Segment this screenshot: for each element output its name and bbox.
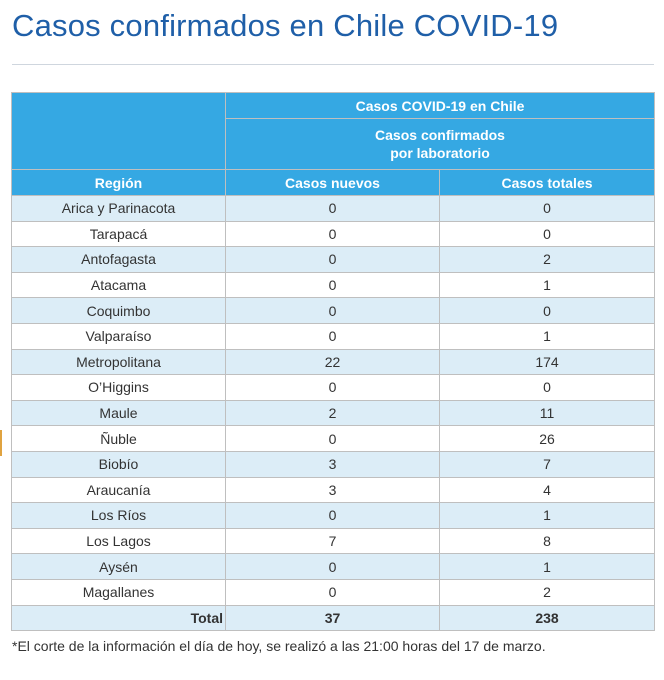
table-row: Ñuble 0 26	[11, 425, 656, 452]
total-cases-cell: 1	[438, 271, 656, 299]
region-cell: O’Higgins	[11, 374, 226, 401]
total-new-cases: 37	[225, 604, 440, 631]
table-row: Magallanes 0 2	[11, 578, 656, 606]
new-cases-cell: 0	[225, 220, 440, 248]
region-cell: Biobío	[11, 450, 226, 478]
table-row: Araucanía 3 4	[11, 476, 656, 504]
table-row: O’Higgins 0 0	[11, 374, 656, 401]
total-cases-cell: 1	[438, 553, 656, 580]
total-cases-cell: 1	[438, 502, 656, 529]
title-divider	[12, 64, 654, 65]
table-row: Los Ríos 0 1	[11, 502, 656, 529]
total-cases-cell: 174	[438, 348, 656, 376]
region-cell: Antofagasta	[11, 246, 226, 273]
column-header-region: Región	[11, 169, 226, 196]
column-header-new-cases: Casos nuevos	[225, 169, 440, 196]
new-cases-cell: 3	[225, 476, 440, 504]
table-row: Coquimbo 0 0	[11, 297, 656, 324]
total-cases-cell: 0	[438, 220, 656, 248]
new-cases-cell: 0	[225, 553, 440, 580]
covid-cases-table: Casos COVID-19 en Chile Casos confirmado…	[11, 92, 656, 631]
total-total-cases: 238	[438, 604, 656, 631]
total-cases-cell: 11	[438, 399, 656, 427]
new-cases-cell: 0	[225, 374, 440, 401]
region-cell: Ñuble	[11, 425, 226, 452]
sub-header-line1: Casos confirmados	[375, 127, 505, 143]
sub-header: Casos confirmados por laboratorio	[224, 118, 656, 170]
new-cases-cell: 0	[225, 578, 440, 606]
table-row: Atacama 0 1	[11, 271, 656, 299]
new-cases-cell: 22	[225, 348, 440, 376]
total-cases-cell: 2	[438, 246, 656, 273]
table-row: Arica y Parinacota 0 0	[11, 195, 656, 222]
region-cell: Maule	[11, 399, 226, 427]
region-cell: Tarapacá	[11, 220, 226, 248]
edge-marker	[0, 430, 2, 456]
total-cases-cell: 0	[438, 374, 656, 401]
footnote: *El corte de la información el día de ho…	[12, 638, 546, 654]
region-cell: Los Lagos	[11, 527, 226, 555]
sub-header-line2: por laboratorio	[390, 145, 490, 161]
new-cases-cell: 0	[225, 297, 440, 324]
region-cell: Valparaíso	[11, 322, 226, 350]
new-cases-cell: 7	[225, 527, 440, 555]
table-row: Aysén 0 1	[11, 553, 656, 580]
table-row: Valparaíso 0 1	[11, 322, 656, 350]
total-cases-cell: 0	[438, 297, 656, 324]
table-row: Antofagasta 0 2	[11, 246, 656, 273]
page-title: Casos confirmados en Chile COVID-19	[12, 8, 559, 43]
new-cases-cell: 2	[225, 399, 440, 427]
table-row: Biobío 3 7	[11, 450, 656, 478]
region-cell: Coquimbo	[11, 297, 226, 324]
new-cases-cell: 0	[225, 195, 440, 222]
total-cases-cell: 1	[438, 322, 656, 350]
region-cell: Magallanes	[11, 578, 226, 606]
region-cell: Los Ríos	[11, 502, 226, 529]
total-cases-cell: 4	[438, 476, 656, 504]
new-cases-cell: 0	[225, 271, 440, 299]
region-cell: Aysén	[11, 553, 226, 580]
table-row: Metropolitana 22 174	[11, 348, 656, 376]
new-cases-cell: 3	[225, 450, 440, 478]
total-cases-cell: 7	[438, 450, 656, 478]
region-cell: Metropolitana	[11, 348, 226, 376]
total-cases-cell: 0	[438, 195, 656, 222]
new-cases-cell: 0	[225, 322, 440, 350]
column-header-total-cases: Casos totales	[438, 169, 656, 196]
region-cell: Atacama	[11, 271, 226, 299]
total-label: Total	[11, 604, 226, 631]
table-row: Tarapacá 0 0	[11, 220, 656, 248]
table-row: Los Lagos 7 8	[11, 527, 656, 555]
region-cell: Arica y Parinacota	[11, 195, 226, 222]
table-row: Maule 2 11	[11, 399, 656, 427]
total-row: Total 37 238	[11, 604, 656, 631]
new-cases-cell: 0	[225, 246, 440, 273]
total-cases-cell: 26	[438, 425, 656, 452]
group-header: Casos COVID-19 en Chile	[224, 92, 656, 119]
new-cases-cell: 0	[225, 502, 440, 529]
region-cell: Araucanía	[11, 476, 226, 504]
new-cases-cell: 0	[225, 425, 440, 452]
total-cases-cell: 2	[438, 578, 656, 606]
total-cases-cell: 8	[438, 527, 656, 555]
header-blank-cell	[11, 92, 226, 170]
